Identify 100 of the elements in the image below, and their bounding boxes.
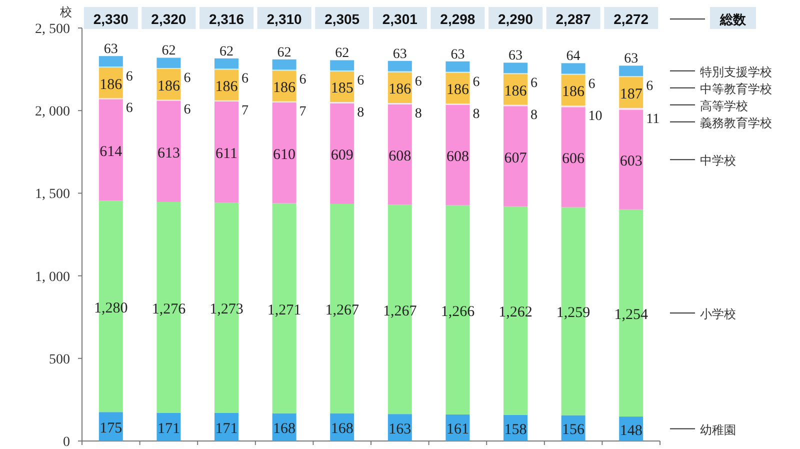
- bar: [330, 103, 354, 204]
- y-axis-title: 校: [59, 5, 72, 19]
- y-tick-label: 500: [49, 352, 70, 368]
- data-label: 8: [530, 108, 538, 124]
- data-label: 186: [388, 82, 412, 98]
- bar: [156, 100, 181, 202]
- bar: [272, 102, 296, 204]
- data-label: 148: [620, 422, 642, 439]
- data-label: 63: [450, 47, 465, 62]
- total-label: 2,301: [382, 11, 418, 27]
- data-label: 6: [242, 72, 248, 87]
- data-label: 168: [273, 421, 296, 438]
- data-label: 63: [392, 46, 407, 62]
- data-label: 62: [335, 46, 350, 62]
- data-label: 185: [330, 80, 354, 97]
- data-label: 8: [357, 105, 364, 120]
- y-tick-label: 2, 000: [35, 104, 70, 120]
- data-label: 186: [504, 83, 528, 100]
- data-label: 186: [215, 78, 238, 95]
- data-label: 6: [414, 74, 422, 90]
- total-label: 2,320: [151, 11, 186, 27]
- bar: [504, 62, 528, 74]
- data-label: 158: [504, 422, 527, 438]
- data-label: 171: [157, 420, 180, 437]
- y-tick-label: 1, 000: [35, 270, 70, 285]
- data-label: 63: [508, 48, 522, 64]
- data-label: 63: [624, 52, 638, 67]
- data-label: 1,273: [210, 302, 244, 318]
- total-label: 2,290: [498, 11, 534, 27]
- data-label: 1,259: [556, 305, 590, 322]
- data-label: 11: [646, 112, 660, 127]
- data-label: 1,267: [325, 302, 360, 319]
- data-label: 171: [215, 420, 238, 437]
- data-label: 1,276: [152, 301, 186, 318]
- data-label: 1,262: [498, 304, 532, 321]
- data-label: 156: [562, 422, 586, 438]
- bar: [98, 99, 123, 201]
- data-label: 6: [530, 76, 538, 92]
- data-label: 1,266: [440, 304, 476, 320]
- bar: [504, 106, 528, 206]
- data-label: 8: [414, 106, 422, 122]
- bar: [214, 58, 238, 69]
- text: 総数: [719, 13, 747, 28]
- data-label: 1,271: [267, 302, 302, 318]
- data-label: 6: [357, 73, 364, 88]
- text: 中学校: [700, 154, 736, 168]
- total-label: 2,305: [324, 11, 360, 27]
- text: 高等学校: [700, 98, 748, 113]
- data-label: 6: [184, 70, 191, 86]
- bar: [619, 66, 644, 76]
- y-tick-label: 2, 500: [35, 22, 70, 37]
- bar: [446, 104, 470, 206]
- data-label: 63: [104, 42, 118, 58]
- total-label: 2,298: [440, 11, 476, 27]
- data-label: 186: [100, 76, 123, 93]
- data-label: 186: [273, 80, 296, 96]
- text: 小学校: [700, 306, 736, 321]
- text: 義務教育学校: [700, 116, 772, 130]
- data-label: 603: [620, 154, 642, 170]
- total-label: 2,310: [266, 11, 302, 27]
- data-label: 613: [157, 145, 180, 162]
- bar: [561, 107, 586, 208]
- bar: [388, 104, 412, 205]
- data-label: 1,280: [94, 300, 128, 316]
- data-label: 161: [446, 422, 469, 438]
- data-label: 611: [216, 146, 238, 162]
- total-label: 2,287: [556, 11, 592, 27]
- y-tick-label: 0: [63, 435, 70, 449]
- data-label: 608: [446, 149, 469, 166]
- data-label: 6: [646, 79, 654, 94]
- bar: [98, 56, 123, 66]
- bar: [156, 58, 181, 68]
- text: 中等教育学校: [700, 82, 772, 96]
- data-label: 62: [162, 44, 176, 59]
- bar: [388, 60, 412, 72]
- data-label: 6: [472, 74, 480, 90]
- total-label: 2,272: [614, 11, 649, 27]
- data-label: 8: [472, 106, 480, 122]
- data-label: 62: [277, 45, 292, 60]
- data-label: 175: [100, 420, 122, 437]
- data-label: 6: [126, 69, 133, 84]
- text: 幼稚園: [700, 422, 736, 437]
- data-label: 1,254: [614, 306, 648, 323]
- bar: [214, 102, 238, 202]
- data-label: 606: [562, 151, 586, 168]
- bar: [619, 110, 644, 210]
- bar: [561, 63, 586, 74]
- data-label: 608: [388, 148, 412, 165]
- y-tick-label: 1, 500: [35, 187, 70, 202]
- total-label: 2,316: [208, 11, 244, 27]
- data-label: 186: [562, 84, 586, 100]
- data-label: 186: [446, 82, 470, 98]
- data-label: 62: [220, 44, 234, 60]
- data-label: 610: [273, 146, 296, 163]
- total-label: 2,330: [93, 11, 129, 27]
- data-label: 6: [588, 76, 596, 92]
- data-label: 168: [330, 421, 354, 438]
- data-label: 6: [126, 101, 133, 116]
- data-label: 609: [330, 148, 354, 164]
- data-label: 614: [100, 144, 123, 160]
